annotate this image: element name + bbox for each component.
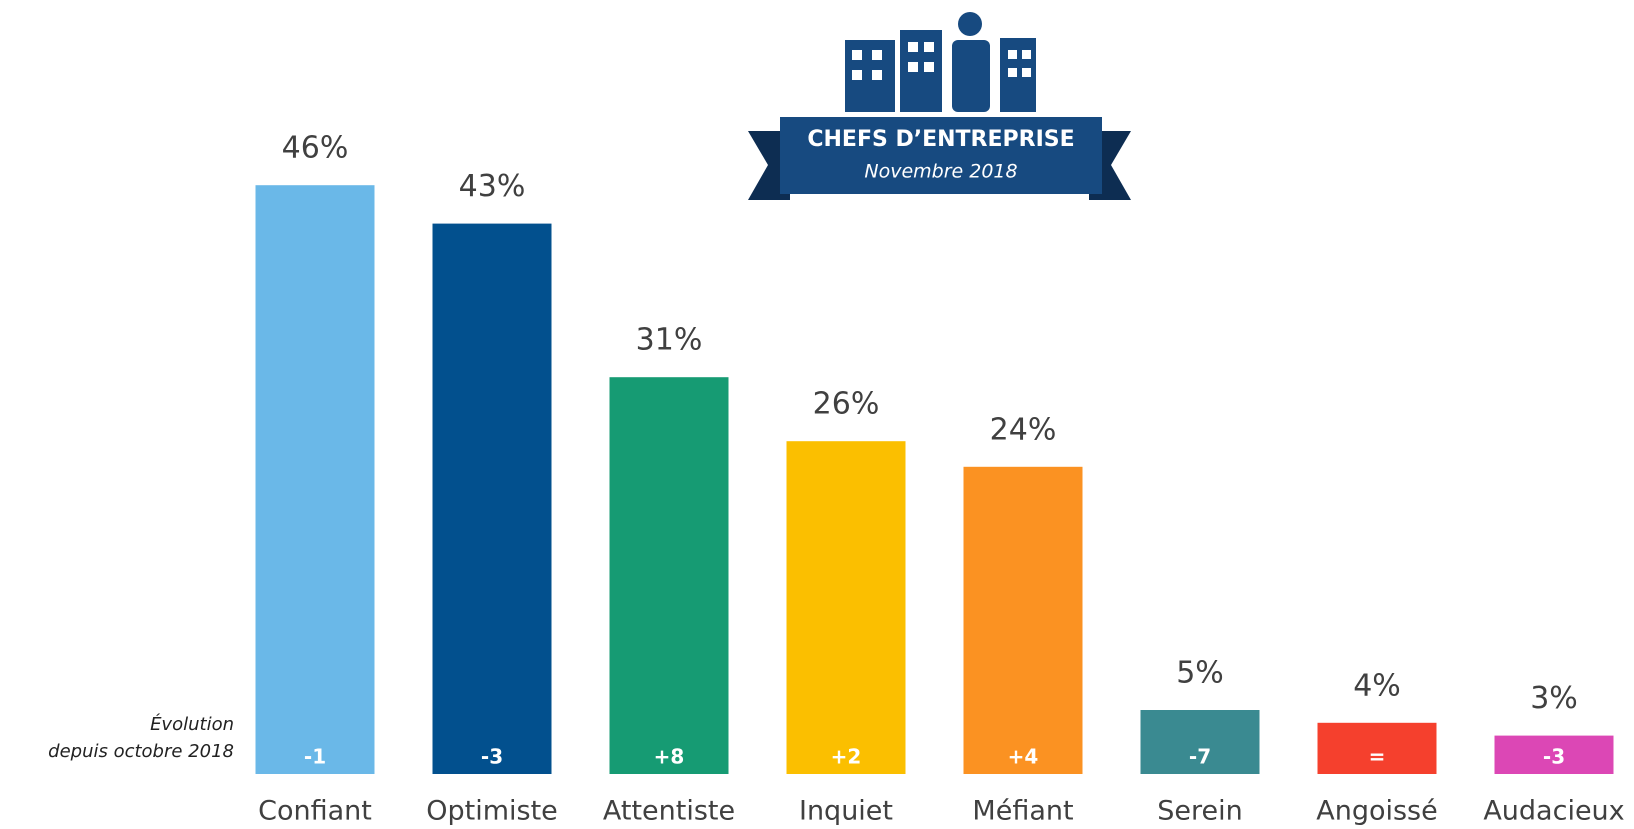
evolution-label: -3 bbox=[1543, 745, 1565, 769]
bar bbox=[1140, 710, 1260, 774]
bar bbox=[432, 223, 552, 775]
evolution-label: -1 bbox=[304, 745, 326, 769]
badge: CHEFS D’ENTREPRISE Novembre 2018 bbox=[748, 12, 1131, 200]
x-tick-label: Optimiste bbox=[426, 796, 558, 827]
x-tick-label: Méfiant bbox=[972, 796, 1073, 827]
badge-subtitle: Novembre 2018 bbox=[864, 161, 1017, 183]
x-tick-label: Attentiste bbox=[603, 796, 735, 827]
value-label: 4% bbox=[1353, 668, 1401, 703]
value-label: 46% bbox=[282, 131, 349, 166]
value-label: 31% bbox=[636, 323, 703, 358]
evolution-label: -3 bbox=[481, 745, 503, 769]
value-label: 3% bbox=[1530, 681, 1578, 716]
ribbon bbox=[780, 117, 1102, 194]
evolution-label: +2 bbox=[831, 745, 862, 769]
value-label: 43% bbox=[459, 169, 526, 204]
bar bbox=[255, 185, 375, 774]
annotation: Évolution bbox=[150, 713, 234, 735]
icon bbox=[845, 12, 1036, 112]
x-tick-label: Serein bbox=[1157, 796, 1242, 827]
bar bbox=[609, 377, 729, 774]
value-label: 24% bbox=[990, 412, 1057, 447]
bar bbox=[963, 466, 1083, 774]
bar bbox=[1494, 735, 1614, 774]
x-tick-label: Angoissé bbox=[1316, 796, 1438, 827]
evolution-label: +8 bbox=[654, 745, 685, 769]
x-tick-label: Inquiet bbox=[799, 796, 893, 827]
badge-title: CHEFS D’ENTREPRISE bbox=[807, 127, 1074, 152]
value-label: 5% bbox=[1176, 656, 1224, 691]
icon-windows bbox=[852, 42, 1031, 80]
x-tick-label: Audacieux bbox=[1483, 796, 1624, 827]
ribbon-tail bbox=[748, 131, 790, 200]
x-tick-label: Confiant bbox=[258, 796, 372, 827]
value-label: 26% bbox=[813, 387, 880, 422]
evolution-label: +4 bbox=[1008, 745, 1039, 769]
annotation: depuis octobre 2018 bbox=[48, 741, 234, 762]
evolution-label: -7 bbox=[1189, 745, 1211, 769]
bar bbox=[1317, 722, 1437, 774]
bar bbox=[786, 441, 906, 774]
evolution-label: = bbox=[1369, 745, 1386, 769]
